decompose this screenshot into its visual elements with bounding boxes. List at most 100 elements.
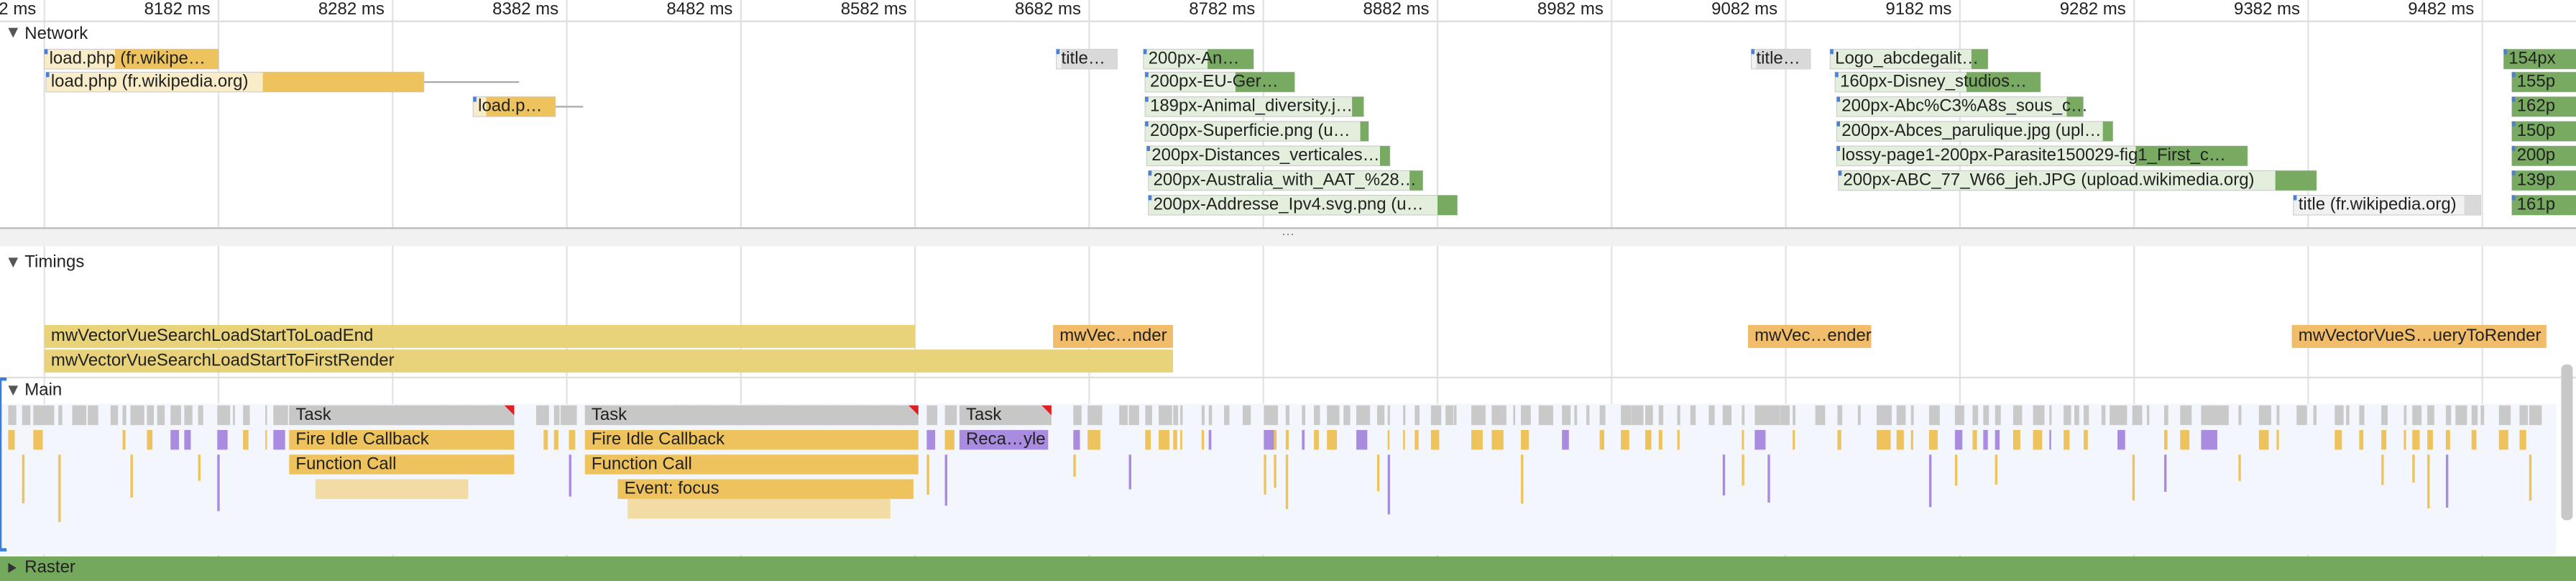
task-slice: [1314, 405, 1320, 426]
task-slice: [2074, 405, 2079, 426]
task-slice: [1242, 405, 1251, 426]
call-slice: [1983, 430, 1988, 450]
task-slice: [2427, 405, 2434, 426]
flame-label: Fire Idle Callback: [592, 429, 725, 449]
call-slice: [1274, 454, 1276, 488]
call-slice: [1877, 430, 1887, 450]
request-bar-active: [1966, 72, 2041, 92]
task-slice: [1857, 405, 1861, 426]
task-slice: [1513, 405, 1516, 426]
section-header[interactable]: Raster: [24, 557, 75, 577]
task-slice: [1562, 405, 1571, 426]
timing-bar: [2291, 324, 2547, 348]
call-slice: [1793, 430, 1795, 450]
task-slice: [43, 405, 55, 426]
call-slice: [2163, 430, 2168, 450]
request-label: 200px-ABC_77_W66_jeh.JPG (upload.wikimed…: [1844, 170, 2255, 189]
task-slice: [2209, 405, 2220, 426]
call-slice: [2381, 430, 2387, 450]
call-slice: [1376, 454, 1380, 492]
request-label: 200px-Distances_verticales…: [1151, 145, 1379, 165]
task-slice: [926, 405, 938, 426]
ruler-label: 8582 ms: [841, 0, 907, 19]
task-slice: [2064, 405, 2071, 426]
call-slice: [1073, 454, 1076, 477]
request-label: lossy-page1-200px-Parasite150029-fig1_Fi…: [1841, 145, 2226, 165]
task-slice: [1274, 405, 1278, 426]
call-slice: [1562, 430, 1569, 450]
section-header[interactable]: Network: [24, 24, 88, 43]
section-header[interactable]: Main: [24, 380, 62, 400]
call-slice: [1837, 430, 1841, 450]
request-label: 154px: [2508, 49, 2555, 68]
task-slice: [1430, 405, 1442, 426]
request-marker: [1751, 49, 1755, 55]
request-bar-active: [262, 72, 424, 92]
task-slice: [1491, 405, 1506, 426]
task-slice: [1780, 405, 1790, 426]
task-slice: [2455, 405, 2467, 426]
task-slice: [72, 405, 87, 426]
task-slice: [1677, 405, 1680, 426]
call-slice: [1722, 454, 1726, 496]
ruler-label: 8182 ms: [144, 0, 211, 19]
call-slice: [1285, 454, 1289, 510]
request-bar-active: [2511, 170, 2576, 191]
call-slice: [1180, 430, 1182, 450]
request-label: 161p: [2517, 195, 2555, 214]
task-slice: [147, 405, 155, 426]
call-slice: [1128, 454, 1131, 490]
task-slice: [1538, 405, 1550, 426]
task-slice: [2445, 405, 2452, 426]
task-slice: [1445, 405, 1453, 426]
task-slice: [2498, 405, 2511, 426]
request-marker: [2511, 72, 2516, 78]
task-slice: [1201, 405, 1205, 426]
request-label: 200p: [2517, 145, 2555, 165]
section-header[interactable]: Timings: [24, 252, 84, 272]
request-bar-active: [2464, 195, 2481, 216]
call-slice: [2276, 430, 2279, 450]
call-slice: [2033, 430, 2043, 450]
request-bar-active: [2511, 121, 2576, 142]
request-bar-active: [486, 96, 556, 117]
call-slice: [1621, 430, 1629, 450]
call-slice: [2209, 430, 2217, 450]
task-slice: [265, 405, 267, 426]
request-label: Logo_abcdegalit…: [1835, 49, 1979, 68]
task-slice: [2033, 405, 2045, 426]
flame-label: Event: focus: [625, 479, 719, 498]
ruler-label: 8982 ms: [1537, 0, 1604, 19]
call-slice: [1491, 430, 1504, 450]
request-bar-active: [1208, 49, 1254, 69]
task-slice: [1886, 405, 1892, 426]
request-label: 160px-Disney_studios…: [1840, 71, 2027, 91]
task-slice: [1327, 405, 1340, 426]
task-slice: [2381, 405, 2388, 426]
call-slice: [1403, 430, 1405, 450]
task-slice: [1586, 405, 1590, 426]
task-slice: [1471, 405, 1486, 426]
task-slice: [2146, 405, 2150, 426]
request-bar: [1148, 195, 1458, 216]
flame-label: Function Call: [295, 454, 396, 473]
request-bar: [1144, 121, 1369, 142]
ruler-label: 8482 ms: [666, 0, 732, 19]
task-slice: [184, 405, 193, 426]
request-bar: [1836, 121, 2113, 142]
task-slice: [1708, 405, 1715, 426]
task-slice: [1936, 405, 1940, 426]
call-slice: [1145, 430, 1151, 450]
ruler-label: 9082 ms: [1711, 0, 1777, 19]
request-marker: [46, 72, 50, 78]
request-label: 200px-An…: [1149, 49, 1240, 68]
task-slice: [2238, 405, 2242, 426]
task-slice: [1767, 405, 1780, 426]
flame-slice: [584, 454, 919, 475]
call-slice: [2427, 454, 2430, 509]
task-slice: [2480, 405, 2485, 426]
request-label: load.p…: [478, 96, 542, 116]
flame-label: Reca…yle: [966, 429, 1046, 449]
task-slice: [2313, 405, 2317, 426]
ruler-label: 8782 ms: [1189, 0, 1255, 19]
